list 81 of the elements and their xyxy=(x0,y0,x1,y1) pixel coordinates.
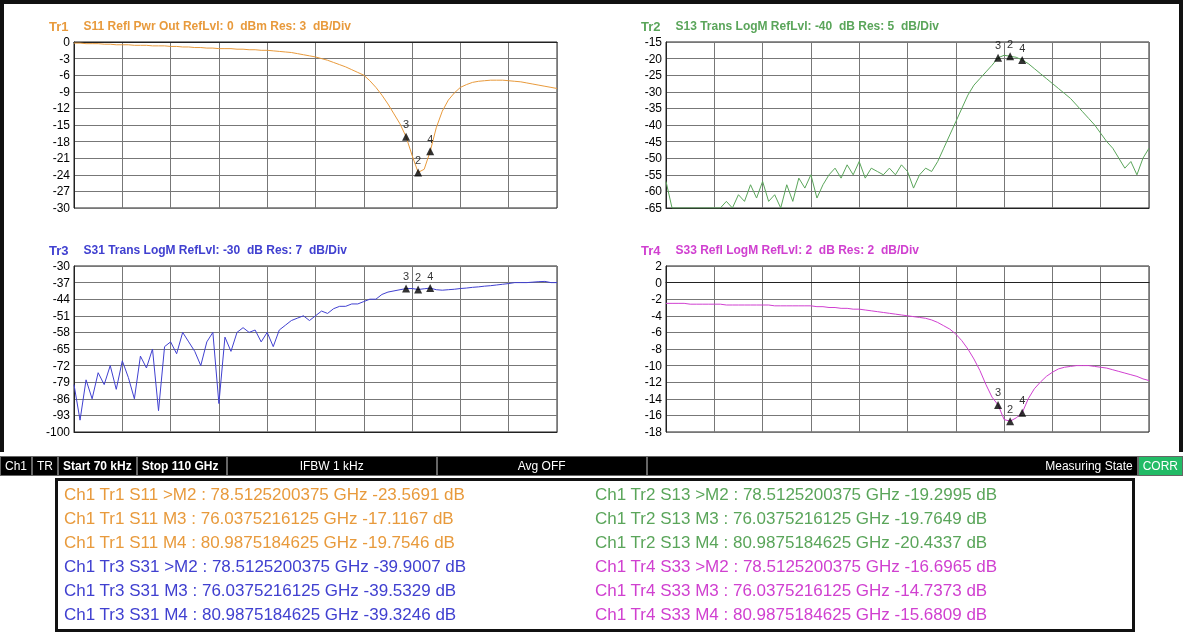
y-tick-label: -10 xyxy=(644,358,663,373)
chart-subtitle: S33 Refl LogM RefLvl: 2 dB Res: 2 dB/Div xyxy=(675,243,920,257)
text: Ch1 Tr1 S11 >M2 : 78.5125200375 GHz -23.5691 dB xyxy=(64,484,466,506)
y-tick-label: -37 xyxy=(52,275,71,290)
text: Avg OFF xyxy=(436,456,647,476)
y-tick-label: -51 xyxy=(52,308,71,323)
y-tick-label: 2 xyxy=(655,259,663,273)
y-tick-label: -86 xyxy=(52,391,71,406)
text: Stop 110 GHz xyxy=(136,456,227,476)
text: Ch1 Tr2 S13 M4 : 80.9875184625 GHz -20.4337 dB xyxy=(595,532,989,554)
y-tick-label: -6 xyxy=(59,68,71,83)
text: Ch1 Tr4 S33 M3 : 76.0375216125 GHz -14.7373 dB xyxy=(595,580,989,602)
chart-title: Tr1 xyxy=(49,18,69,34)
text: Measuring State xyxy=(646,456,1138,476)
y-tick-label: 0 xyxy=(655,275,663,290)
series-label: 4 xyxy=(427,269,434,282)
y-tick-label: -30 xyxy=(52,259,71,273)
series-label: 4 xyxy=(1019,41,1026,54)
y-tick-label: -16 xyxy=(644,408,663,423)
text: Ch1 Tr2 S13 >M2 : 78.5125200375 GHz -19.2995 dB xyxy=(595,484,999,506)
series-label: 3 xyxy=(995,386,1002,399)
text: CORR xyxy=(1137,456,1183,476)
series-label: 2 xyxy=(415,270,422,283)
series-label: 3 xyxy=(403,270,410,283)
y-tick-label: -100 xyxy=(45,425,71,439)
chart-subtitle: S31 Trans LogM RefLvl: -30 dB Res: 7 dB/Div xyxy=(83,243,348,257)
y-tick-label: -8 xyxy=(651,342,663,356)
y-tick-label: -60 xyxy=(644,184,663,199)
text: Start 70 kHz xyxy=(58,456,137,476)
y-tick-label: -9 xyxy=(59,84,71,99)
text: Ch1 Tr4 S33 M4 : 80.9875184625 GHz -15.6809 dB xyxy=(595,604,989,626)
y-tick-label: -3 xyxy=(59,51,71,66)
y-tick-label: -35 xyxy=(644,101,663,116)
chart-subtitle: S13 Trans LogM RefLvl: -40 dB Res: 5 dB/Div xyxy=(675,19,940,33)
y-tick-label: -15 xyxy=(52,118,71,132)
chart-title: Tr2 xyxy=(641,18,661,34)
y-tick-label: 0 xyxy=(63,35,71,49)
y-tick-label: -14 xyxy=(644,391,663,406)
line-series xyxy=(73,280,558,421)
series-label: 3 xyxy=(995,39,1002,52)
y-tick-label: -65 xyxy=(52,342,71,356)
y-tick-label: -27 xyxy=(52,184,71,199)
chart-subtitle: S11 Refl Pwr Out RefLvl: 0 dBm Res: 3 dB/Div xyxy=(83,19,352,33)
y-tick-label: -18 xyxy=(52,134,71,149)
y-tick-label: -25 xyxy=(644,68,663,83)
y-tick-label: -12 xyxy=(52,101,71,116)
text: IFBW 1 kHz xyxy=(226,456,437,476)
text: Ch1 Tr1 S11 M4 : 80.9875184625 GHz -19.7546 dB xyxy=(64,532,456,554)
y-tick-label: -4 xyxy=(651,308,663,323)
series-label: 2 xyxy=(1007,402,1014,415)
y-tick-label: -21 xyxy=(52,151,71,166)
text: Ch1 xyxy=(0,456,33,476)
y-tick-label: -72 xyxy=(52,358,71,373)
text: Ch1 Tr3 S31 M3 : 76.0375216125 GHz -39.5329 dB xyxy=(64,580,458,602)
y-tick-label: -65 xyxy=(644,201,663,215)
text: Ch1 Tr2 S13 M3 : 76.0375216125 GHz -19.7649 dB xyxy=(595,508,989,530)
y-tick-label: -12 xyxy=(644,375,663,390)
y-tick-label: -93 xyxy=(52,408,71,423)
y-tick-label: -58 xyxy=(52,325,71,340)
y-tick-label: -15 xyxy=(644,35,663,49)
y-tick-label: -79 xyxy=(52,375,71,390)
y-tick-label: -50 xyxy=(644,151,663,166)
point xyxy=(402,132,411,141)
text: Ch1 Tr3 S31 >M2 : 78.5125200375 GHz -39.9007 dB xyxy=(64,556,468,578)
text: Ch1 Tr3 S31 M4 : 80.9875184625 GHz -39.3246 dB xyxy=(64,604,458,626)
y-tick-label: -44 xyxy=(52,292,71,307)
y-tick-label: -18 xyxy=(644,425,663,439)
y-tick-label: -55 xyxy=(644,167,663,182)
y-tick-label: -30 xyxy=(644,84,663,99)
y-tick-label: -40 xyxy=(644,118,663,132)
text: TR xyxy=(32,456,59,476)
text: Ch1 Tr4 S33 >M2 : 78.5125200375 GHz -16.6965 dB xyxy=(595,556,999,578)
chart-title: Tr3 xyxy=(49,242,69,258)
y-tick-label: -2 xyxy=(651,292,663,307)
y-tick-label: -20 xyxy=(644,51,663,66)
chart-title: Tr4 xyxy=(641,242,662,258)
y-tick-label: -6 xyxy=(651,325,663,340)
y-tick-label: -24 xyxy=(52,167,71,182)
y-tick-label: -45 xyxy=(644,134,663,149)
text: Ch1 Tr1 S11 M3 : 76.0375216125 GHz -17.1167 dB xyxy=(64,508,455,530)
y-tick-label: -30 xyxy=(52,201,71,215)
